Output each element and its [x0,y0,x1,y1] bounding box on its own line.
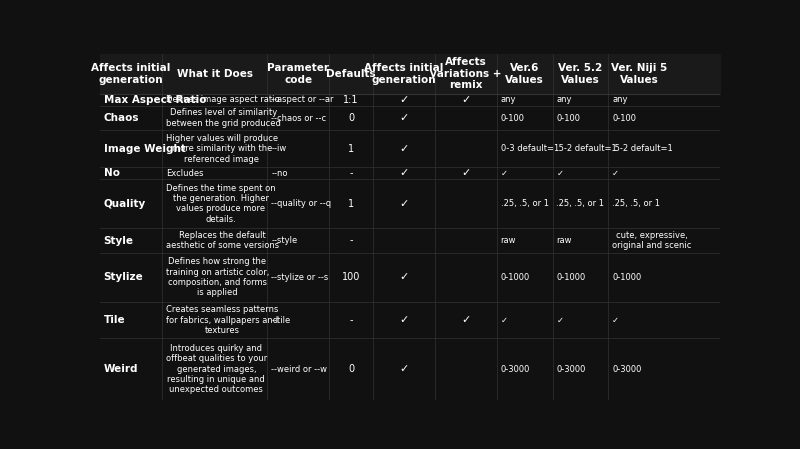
Text: Parameter
code: Parameter code [267,63,330,84]
Text: Weird: Weird [104,364,138,374]
Text: -: - [350,168,353,178]
Text: ✓: ✓ [501,169,507,178]
Text: 0-3000: 0-3000 [501,365,530,374]
Text: Ver. Niji 5
Values: Ver. Niji 5 Values [611,63,667,84]
Text: 0: 0 [348,364,354,374]
Text: 1: 1 [348,199,354,209]
Text: --stylize or --s: --stylize or --s [271,273,328,282]
Text: .5-2 default=1: .5-2 default=1 [612,144,673,153]
Text: ✓: ✓ [399,364,409,374]
Text: any: any [612,95,628,104]
Text: any: any [556,95,572,104]
Text: 1: 1 [348,144,354,154]
Text: --iw: --iw [271,144,286,153]
Text: No: No [104,168,120,178]
Text: ✓: ✓ [399,95,409,105]
Text: Defines level of similarity
between the grid produced: Defines level of similarity between the … [166,108,281,128]
Text: ✓: ✓ [556,169,563,178]
Text: 0-1000: 0-1000 [556,273,586,282]
Text: --style: --style [271,236,298,245]
Text: ✓: ✓ [399,199,409,209]
Text: Creates seamless patterns
for fabrics, wallpapers and
textures: Creates seamless patterns for fabrics, w… [166,305,278,335]
Text: 0: 0 [348,113,354,123]
Text: Ver. 5.2
Values: Ver. 5.2 Values [558,63,602,84]
Text: any: any [501,95,516,104]
Text: ✓: ✓ [399,113,409,123]
Text: --tile: --tile [271,316,290,325]
Text: Defaults: Defaults [326,69,376,79]
Text: 0-100: 0-100 [501,114,525,123]
Text: 0-1000: 0-1000 [501,273,530,282]
Text: Higher values will produce
more similarity with the
referenced image: Higher values will produce more similari… [166,134,278,163]
Text: Affects initial
generation: Affects initial generation [91,63,170,84]
Text: Defines the time spent on
the generation. Higher
values produce more
details.: Defines the time spent on the generation… [166,184,275,224]
Text: Ver.6
Values: Ver.6 Values [506,63,544,84]
Text: --no: --no [271,169,288,178]
Text: ✓: ✓ [461,168,470,178]
Text: Chaos: Chaos [104,113,139,123]
Text: 0-3000: 0-3000 [612,365,642,374]
Text: raw: raw [501,236,516,245]
Text: ✓: ✓ [461,95,470,105]
Text: --chaos or --c: --chaos or --c [271,114,326,123]
Text: ✓: ✓ [501,316,507,325]
Text: Affects
variations +
remix: Affects variations + remix [430,57,502,90]
Text: .25, .5, or 1: .25, .5, or 1 [501,199,549,208]
Text: 100: 100 [342,272,360,282]
Text: 0-1000: 0-1000 [612,273,642,282]
Text: Replaces the default
aesthetic of some versions: Replaces the default aesthetic of some v… [166,231,279,250]
Text: ✓: ✓ [399,144,409,154]
Text: What it Does: What it Does [177,69,253,79]
Text: -: - [350,236,353,246]
Text: Introduces quirky and
offbeat qualities to your
generated images,
resulting in u: Introduces quirky and offbeat qualities … [166,344,267,394]
Text: ✓: ✓ [612,169,619,178]
Text: Max Aspect Ratio: Max Aspect Ratio [104,95,206,105]
Text: 0-3000: 0-3000 [556,365,586,374]
Text: Excludes: Excludes [166,169,203,178]
Text: --quality or --q: --quality or --q [271,199,331,208]
Text: Style: Style [104,236,134,246]
Text: Defines how strong the
training on artistic color,
composition, and forms
is app: Defines how strong the training on artis… [166,257,269,297]
Text: ✓: ✓ [399,168,409,178]
Text: Defines image aspect ratio: Defines image aspect ratio [166,95,279,104]
Text: .5-2 default=1: .5-2 default=1 [556,144,617,153]
Text: Image Weight: Image Weight [104,144,186,154]
Text: ✓: ✓ [399,272,409,282]
Text: .25, .5, or 1: .25, .5, or 1 [612,199,660,208]
Bar [100,54,720,94]
Text: -: - [350,315,353,325]
Text: --aspect or --ar: --aspect or --ar [271,95,334,104]
Text: 1:1: 1:1 [343,95,359,105]
Text: ✓: ✓ [612,316,619,325]
Text: Affects initial
generation: Affects initial generation [364,63,443,84]
Text: 0-3 default=1: 0-3 default=1 [501,144,558,153]
Text: cute, expressive,
original and scenic: cute, expressive, original and scenic [612,231,691,250]
Text: .25, .5, or 1: .25, .5, or 1 [556,199,604,208]
Text: Tile: Tile [104,315,126,325]
Text: raw: raw [556,236,572,245]
Text: ✓: ✓ [556,316,563,325]
Text: 0-100: 0-100 [612,114,636,123]
Text: Stylize: Stylize [104,272,143,282]
Text: 0-100: 0-100 [556,114,580,123]
Text: --weird or --w: --weird or --w [271,365,327,374]
Text: ✓: ✓ [461,315,470,325]
Text: ✓: ✓ [399,315,409,325]
Text: Quality: Quality [104,199,146,209]
